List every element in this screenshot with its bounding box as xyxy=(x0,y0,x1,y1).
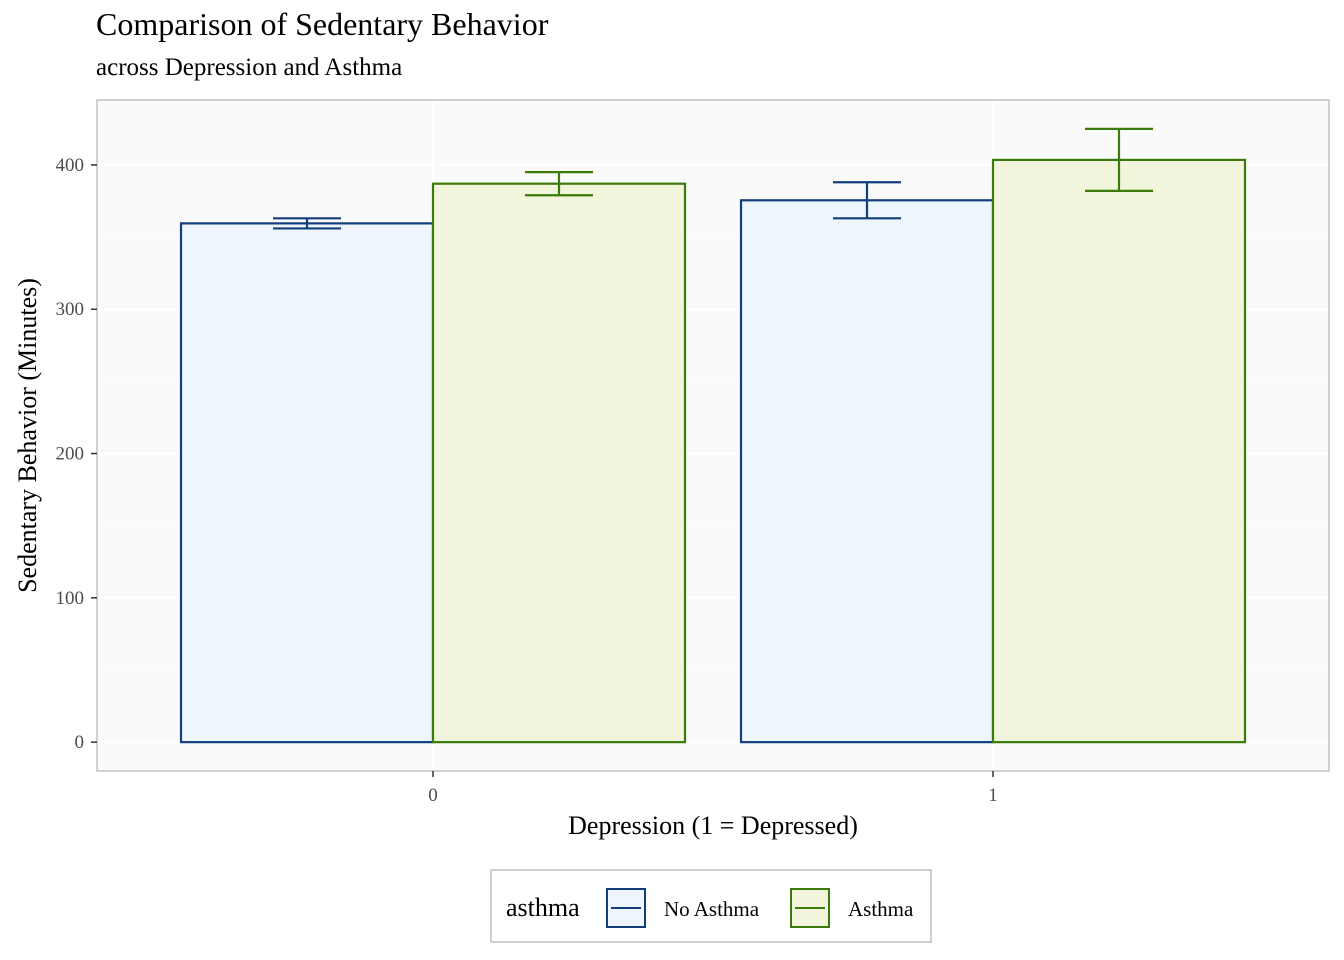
bars xyxy=(179,158,1247,744)
axes: 0 100 200 300 400 0 1 xyxy=(56,155,998,806)
y-tick-label: 0 xyxy=(75,732,85,753)
x-tick-label: 0 xyxy=(428,785,438,806)
y-axis-title: Sedentary Behavior (Minutes) xyxy=(13,278,42,593)
legend-title: asthma xyxy=(506,893,580,922)
legend: asthma No Asthma Asthma xyxy=(490,869,932,943)
bar-asthma xyxy=(431,182,687,744)
legend-label-no-asthma: No Asthma xyxy=(664,897,760,921)
legend-key-asthma xyxy=(790,888,830,928)
error-bars xyxy=(273,127,1153,230)
x-axis-title: Depression (1 = Depressed) xyxy=(568,811,858,840)
legend-key-line xyxy=(795,907,825,909)
legend-label-asthma: Asthma xyxy=(848,897,914,921)
y-tick-label: 300 xyxy=(56,299,85,320)
plot-border xyxy=(96,99,1330,772)
bar-asthma xyxy=(991,158,1247,744)
y-tick-label: 200 xyxy=(56,444,85,465)
chart-title: Comparison of Sedentary Behavior xyxy=(96,6,549,42)
chart-subtitle: across Depression and Asthma xyxy=(96,54,403,81)
bar-no-asthma xyxy=(739,199,995,744)
bar-no-asthma xyxy=(179,222,435,744)
y-tick-label: 400 xyxy=(56,155,85,176)
y-tick-label: 100 xyxy=(56,588,85,609)
legend-key-no-asthma xyxy=(606,888,646,928)
x-tick-label: 1 xyxy=(988,785,998,806)
legend-key-line xyxy=(611,907,641,909)
